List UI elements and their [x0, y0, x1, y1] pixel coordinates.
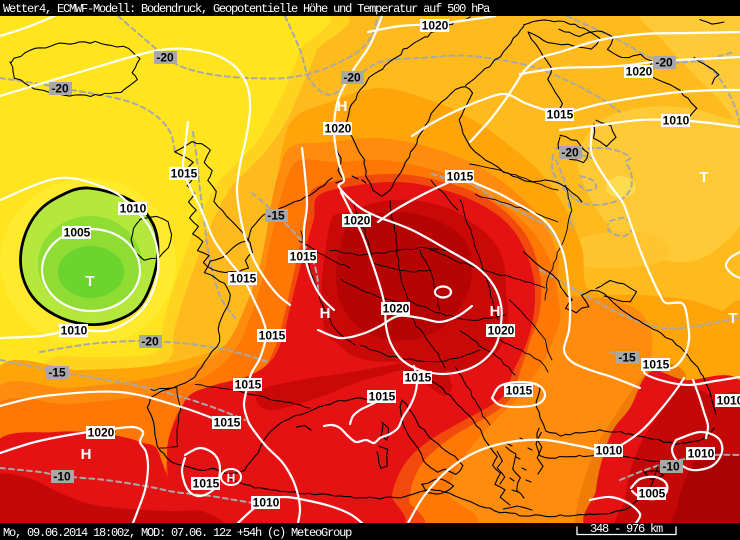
svg-text:1015: 1015	[643, 358, 670, 372]
svg-text:-15: -15	[267, 209, 285, 223]
svg-text:1010: 1010	[688, 447, 715, 461]
svg-text:-20: -20	[655, 56, 673, 70]
svg-text:1015: 1015	[259, 329, 286, 343]
svg-text:-20: -20	[343, 71, 361, 85]
svg-text:1005: 1005	[639, 487, 666, 501]
svg-text:1010: 1010	[596, 444, 623, 458]
svg-text:-20: -20	[141, 335, 159, 349]
svg-text:1015: 1015	[290, 250, 317, 264]
svg-text:1015: 1015	[235, 378, 262, 392]
svg-text:Wetter4, ECMWF-Modell: Bodendr: Wetter4, ECMWF-Modell: Bodendruck, Geopo…	[3, 2, 490, 16]
svg-text:1020: 1020	[325, 122, 352, 136]
svg-text:1015: 1015	[547, 108, 574, 122]
svg-text:1020: 1020	[488, 324, 515, 338]
svg-text:1005: 1005	[64, 226, 91, 240]
svg-text:1010: 1010	[120, 202, 147, 216]
svg-text:1015: 1015	[369, 390, 396, 404]
svg-text:1020: 1020	[383, 302, 410, 316]
svg-text:H: H	[337, 98, 348, 115]
svg-text:1015: 1015	[506, 384, 533, 398]
svg-text:1015: 1015	[171, 167, 198, 181]
svg-text:1020: 1020	[626, 65, 653, 79]
svg-text:-20: -20	[51, 82, 69, 96]
svg-text:-10: -10	[662, 460, 680, 474]
svg-text:1020: 1020	[344, 214, 371, 228]
svg-text:348 - 976 km: 348 - 976 km	[590, 522, 663, 536]
svg-text:H: H	[320, 305, 331, 322]
svg-text:1015: 1015	[193, 477, 220, 491]
svg-text:1015: 1015	[405, 371, 432, 385]
svg-text:1015: 1015	[230, 272, 257, 286]
svg-text:1015: 1015	[447, 170, 474, 184]
svg-text:1020: 1020	[88, 426, 115, 440]
svg-text:H: H	[227, 471, 236, 485]
svg-text:-15: -15	[618, 351, 636, 365]
svg-text:-15: -15	[48, 366, 66, 380]
svg-text:-20: -20	[561, 146, 579, 160]
svg-text:T: T	[85, 273, 94, 290]
svg-text:H: H	[81, 446, 92, 463]
svg-text:1015: 1015	[214, 416, 241, 430]
svg-text:T: T	[728, 310, 737, 327]
svg-text:T: T	[699, 169, 708, 186]
svg-text:-10: -10	[53, 470, 71, 484]
svg-text:H: H	[490, 303, 501, 320]
svg-text:Mo, 09.06.2014 18:00z, MOD: 07: Mo, 09.06.2014 18:00z, MOD: 07.06. 12z +…	[3, 526, 352, 540]
svg-text:1010: 1010	[253, 496, 280, 510]
svg-text:1010: 1010	[717, 394, 740, 408]
svg-text:1020: 1020	[422, 19, 449, 33]
svg-text:-20: -20	[156, 51, 174, 65]
svg-text:1010: 1010	[61, 324, 88, 338]
svg-text:1010: 1010	[663, 114, 690, 128]
